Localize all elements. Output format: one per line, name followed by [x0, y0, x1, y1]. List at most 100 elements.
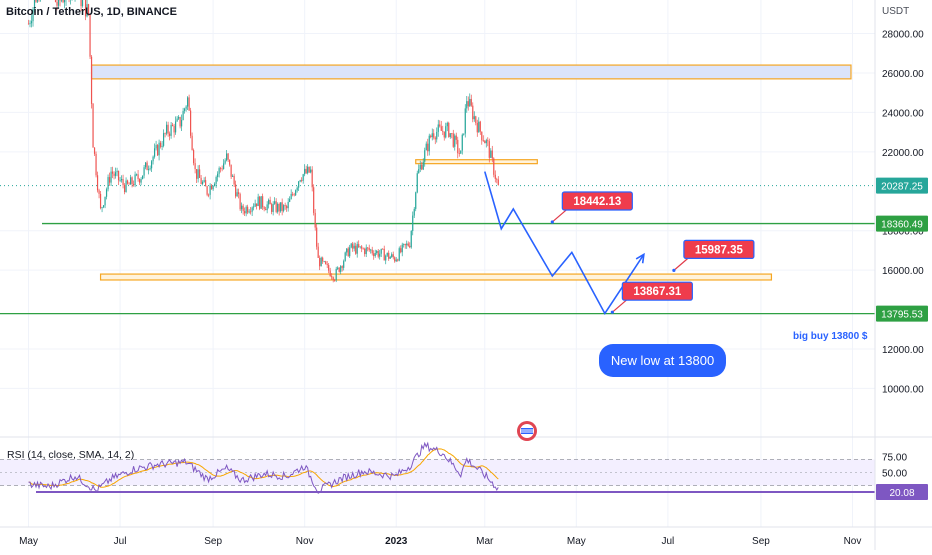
candle-body: [417, 173, 418, 192]
candle-body: [450, 133, 451, 137]
candle-body: [316, 228, 317, 247]
candle-body: [107, 177, 108, 189]
candle-body: [397, 260, 398, 261]
candle-body: [363, 249, 364, 250]
candle-body: [486, 140, 487, 143]
candle-body: [396, 260, 397, 262]
candle-body: [361, 246, 362, 248]
candle-body: [435, 138, 436, 140]
candle-body: [100, 194, 101, 208]
candle-body: [430, 136, 431, 137]
candle-body: [264, 207, 265, 209]
y-tick-label: 16000.00: [882, 266, 924, 277]
candle-body: [128, 184, 129, 185]
candle-body: [328, 265, 329, 271]
candle-body: [219, 168, 220, 174]
candle-body: [412, 216, 413, 231]
candle-body: [261, 196, 262, 209]
candle-body: [240, 194, 241, 209]
currency-label: USDT: [882, 6, 909, 17]
candle-body: [492, 151, 493, 159]
candle-body: [35, 0, 36, 2]
candle-body: [258, 197, 259, 206]
candle-body: [364, 249, 365, 254]
candle-body: [265, 209, 266, 210]
candle-body: [355, 246, 356, 254]
candle-body: [267, 204, 268, 210]
candle-body: [400, 248, 401, 252]
candle-body: [94, 148, 95, 154]
candle-body: [438, 124, 439, 131]
candle-body: [418, 169, 419, 173]
candle-body: [271, 204, 272, 212]
candle-body: [214, 184, 215, 186]
candle-body: [220, 168, 221, 169]
candle-body: [139, 179, 140, 183]
candle-body: [288, 202, 289, 208]
candle-body: [334, 280, 335, 281]
candle-body: [379, 254, 380, 257]
new-low-callout: New low at 13800: [599, 344, 726, 377]
candle-body: [474, 116, 475, 119]
candle-body: [429, 136, 430, 152]
candle-body: [143, 167, 144, 175]
big-buy-annotation: big buy 13800 $: [793, 331, 868, 342]
candle-body: [321, 258, 322, 267]
price-axis-tag-text: 13795.53: [881, 310, 923, 321]
candle-body: [210, 186, 211, 195]
candle-body: [137, 174, 138, 179]
candle-body: [498, 180, 499, 186]
candle-body: [475, 116, 476, 123]
candle-body: [134, 174, 135, 185]
zone-rect: [416, 160, 538, 164]
candle-body: [199, 169, 200, 178]
candle-body: [62, 0, 63, 2]
candle-body: [213, 186, 214, 189]
candle-body: [125, 180, 126, 192]
candle-body: [166, 125, 167, 134]
candle-body: [160, 143, 161, 147]
candle-body: [496, 179, 497, 180]
candle-body: [195, 163, 196, 169]
candle-body: [318, 247, 319, 258]
new-low-text: New low at 13800: [611, 353, 714, 368]
candle-body: [115, 172, 116, 176]
candle-body: [387, 253, 388, 256]
candle-body: [235, 184, 236, 196]
flag-icon[interactable]: [517, 421, 537, 441]
candle-body: [292, 194, 293, 195]
candle-body: [366, 248, 367, 255]
candle-body: [406, 244, 407, 246]
candle-body: [283, 205, 284, 211]
x-tick-label: Nov: [296, 536, 314, 547]
candle-body: [421, 165, 422, 170]
candle-body: [280, 202, 281, 211]
candle-body: [295, 190, 296, 195]
candle-body: [315, 213, 316, 228]
candle-body: [409, 246, 410, 247]
candle-body: [354, 246, 355, 249]
candle-body: [372, 250, 373, 254]
candle-body: [172, 125, 173, 126]
candle-body: [169, 134, 170, 136]
candle-body: [244, 211, 245, 213]
candle-body: [131, 177, 132, 184]
y-tick-label: 28000.00: [882, 30, 924, 41]
candle-body: [403, 244, 404, 245]
candle-body: [447, 123, 448, 126]
candle-body: [307, 167, 308, 173]
candle-body: [241, 206, 242, 210]
candle-body: [376, 251, 377, 253]
candle-body: [225, 160, 226, 163]
candle-body: [459, 153, 460, 154]
candle-body: [202, 182, 203, 184]
candle-body: [161, 146, 162, 147]
candle-body: [451, 133, 452, 134]
candle-body: [394, 257, 395, 261]
callout-anchor: [551, 220, 554, 223]
candle-body: [151, 161, 152, 168]
candle-body: [152, 157, 153, 162]
rsi-tick-label: 50.00: [882, 469, 907, 480]
candle-body: [149, 168, 150, 169]
